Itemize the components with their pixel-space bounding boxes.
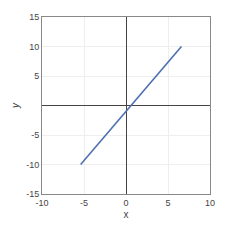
svg-text:-10: -10 (35, 198, 48, 208)
svg-text:-5: -5 (31, 130, 39, 140)
svg-text:10: 10 (205, 198, 215, 208)
svg-text:x: x (124, 209, 129, 220)
svg-text:0: 0 (123, 198, 128, 208)
svg-text:-15: -15 (26, 189, 39, 199)
svg-text:5: 5 (165, 198, 170, 208)
svg-text:15: 15 (29, 12, 39, 22)
svg-text:-5: -5 (80, 198, 88, 208)
svg-text:-10: -10 (26, 160, 39, 170)
svg-text:10: 10 (29, 42, 39, 52)
svg-text:5: 5 (34, 71, 39, 81)
svg-text:y: y (10, 102, 21, 109)
